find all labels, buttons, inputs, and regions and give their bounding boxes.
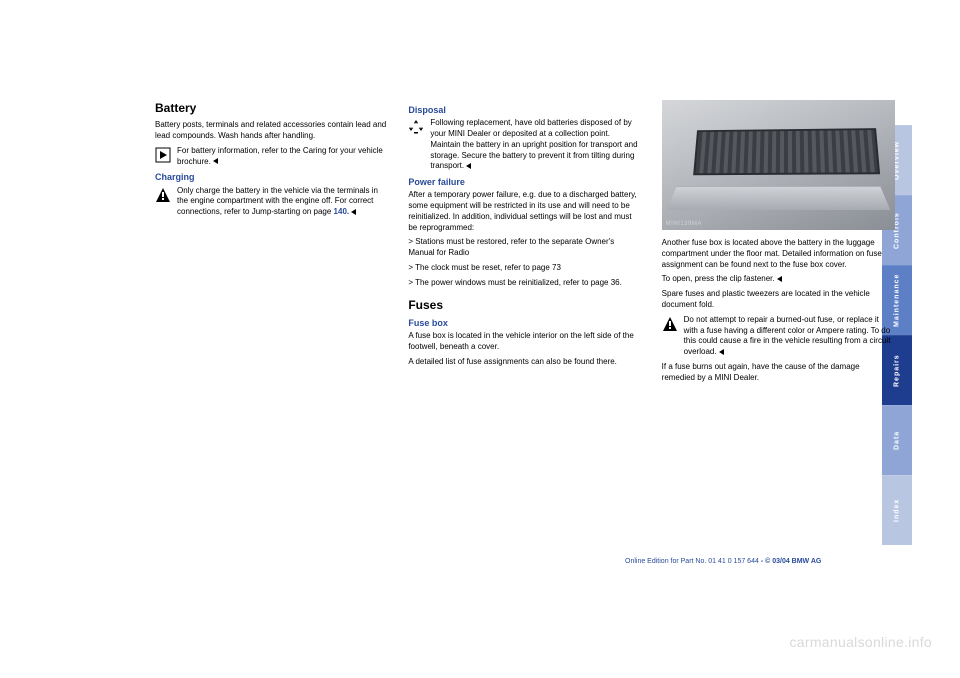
recycle-icon [408,119,424,135]
power-failure-text: After a temporary power failure, e.g. du… [408,190,641,233]
warning-icon [155,187,171,203]
warning-block-charging: Only charge the battery in the vehicle v… [155,186,388,218]
heading-battery: Battery [155,100,388,116]
col3-p1: Another fuse box is located above the ba… [662,238,895,270]
fuse-warning-text: Do not attempt to repair a burned-out fu… [684,315,895,358]
recycle-text: Following replacement, have old batterie… [430,118,641,172]
page-ref-140[interactable]: 140. [334,207,350,216]
figure-label: MINI139MA [666,220,702,228]
subheading-disposal: Disposal [408,104,641,116]
column-1: Battery Battery posts, terminals and rel… [155,100,388,570]
footer-text: Online Edition for Part No. 01 41 0 157 … [625,558,821,565]
heading-fuses: Fuses [408,297,641,313]
col3-p2: To open, press the clip fastener. [662,274,895,285]
battery-warning-text: Battery posts, terminals and related acc… [155,120,388,142]
fusebox-text-2: A detailed list of fuse assignments can … [408,357,641,368]
watermark: carmanualsonline.info [790,634,933,650]
bullet-2: > The clock must be reset, refer to page… [408,263,641,274]
bullet-3: > The power windows must be reinitialize… [408,278,641,289]
subheading-charging: Charging [155,171,388,183]
col3-p4: If a fuse burns out again, have the caus… [662,362,895,384]
subheading-fusebox: Fuse box [408,317,641,329]
fusebox-text-1: A fuse box is located in the vehicle int… [408,331,641,353]
end-marker-icon [213,158,218,164]
content-columns: Battery Battery posts, terminals and rel… [155,100,895,570]
column-3: MINI139MA Another fuse box is located ab… [662,100,895,570]
booklet-text: For battery information, refer to the Ca… [177,146,388,168]
col3-p3: Spare fuses and plastic tweezers are loc… [662,289,895,311]
warning-block-fuse: Do not attempt to repair a burned-out fu… [662,315,895,358]
bullet-1: > Stations must be restored, refer to th… [408,237,641,259]
booklet-icon [155,147,171,163]
column-2: Disposal Following replacement, have old… [408,100,641,570]
subheading-power-failure: Power failure [408,176,641,188]
end-marker-icon [719,349,724,355]
charging-warning-text: Only charge the battery in the vehicle v… [177,186,388,218]
end-marker-icon [777,276,782,282]
end-marker-icon [351,209,356,215]
info-block-booklet: For battery information, refer to the Ca… [155,146,388,168]
end-marker-icon [466,163,471,169]
page-content: Battery Battery posts, terminals and rel… [155,100,895,570]
warning-icon [662,316,678,332]
recycle-block: Following replacement, have old batterie… [408,118,641,172]
fusebox-figure: MINI139MA [662,100,895,230]
